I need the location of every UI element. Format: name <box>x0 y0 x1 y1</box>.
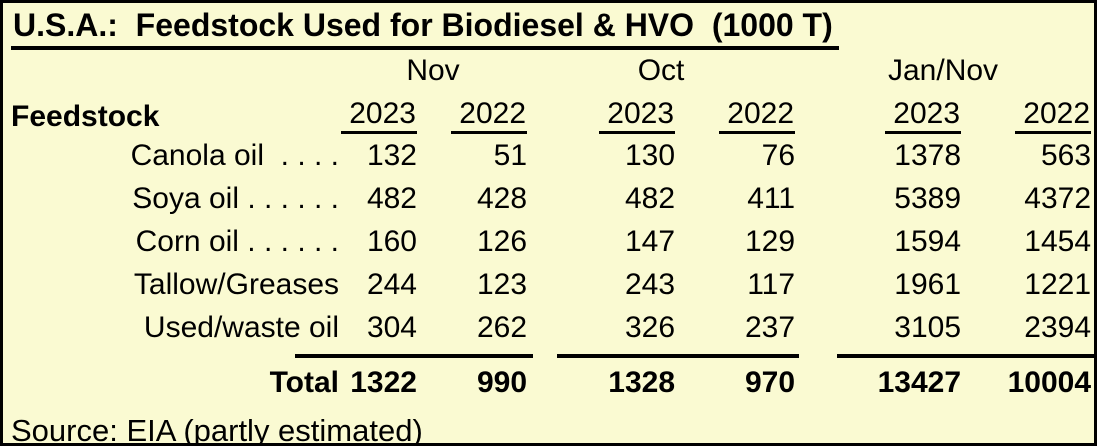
cell: 262 <box>476 310 528 344</box>
year-header-row: Feedstock 2023 2022 2023 2022 2023 2022 <box>11 90 1092 135</box>
total-cell: 1328 <box>608 366 676 400</box>
year-header: 2022 <box>719 98 796 135</box>
cell: 428 <box>476 181 528 215</box>
cell: 244 <box>366 267 417 301</box>
total-cell: 970 <box>744 366 796 400</box>
cell: 243 <box>624 267 676 301</box>
table-row-used-waste-oil: Used/waste oil 304 262 326 237 3105 2394 <box>11 306 1091 349</box>
sum-rule-cell-oct <box>527 349 800 362</box>
page-title: U.S.A.: Feedstock Used for Biodiesel & H… <box>11 7 839 51</box>
row-label: Soya oil . . . . . . <box>132 181 339 215</box>
cell: 482 <box>624 181 676 215</box>
cell: 132 <box>366 138 417 172</box>
total-cell: 1322 <box>350 366 417 400</box>
total-label: Total <box>269 366 339 400</box>
row-label: Corn oil . . . . . . <box>135 224 339 258</box>
cell: 51 <box>493 138 528 172</box>
table-row-tallow-greases: Tallow/Greases 244 123 243 117 1961 1221 <box>11 263 1091 306</box>
sum-rule-line <box>837 353 1094 358</box>
cell: 482 <box>366 181 417 215</box>
title-wrap: U.S.A.: Feedstock Used for Biodiesel & H… <box>11 7 1094 51</box>
cell: 304 <box>366 310 417 344</box>
cell: 123 <box>476 267 528 301</box>
year-header: 2023 <box>341 98 417 135</box>
sum-rule-line <box>557 353 800 358</box>
year-header-cell: 2022 <box>417 90 528 135</box>
sum-rule-line <box>295 353 534 358</box>
cell: 117 <box>747 267 796 301</box>
cell: 563 <box>1040 138 1092 172</box>
cell: 2394 <box>1024 310 1092 344</box>
feedstock-table: Nov Oct Jan/Nov Feedstock 2023 2022 2023… <box>11 52 1094 404</box>
sum-rule-cell-nov <box>295 349 534 362</box>
year-header-cell: 2023 <box>527 90 676 135</box>
cell: 76 <box>761 138 796 172</box>
cell: 411 <box>747 181 796 215</box>
cell: 129 <box>744 224 796 258</box>
group-header-nov: Nov <box>406 54 460 88</box>
total-cell: 13427 <box>877 366 962 400</box>
year-header-cell: 2022 <box>675 90 796 135</box>
cell: 160 <box>366 224 417 258</box>
year-header-cell: 2022 <box>961 90 1092 135</box>
column-group-header-row: Nov Oct Jan/Nov <box>11 52 1091 90</box>
row-label: Used/waste oil <box>143 310 339 344</box>
cell: 126 <box>476 224 528 258</box>
group-header-oct: Oct <box>637 54 685 88</box>
year-header-cell: 2023 <box>339 90 417 135</box>
table-row-soya-oil: Soya oil . . . . . . 482 428 482 411 538… <box>11 177 1091 220</box>
cell: 5389 <box>894 181 962 215</box>
table-row-total: Total 1322 990 1328 970 13427 10004 <box>11 362 1091 404</box>
table-row-corn-oil: Corn oil . . . . . . 160 126 147 129 159… <box>11 220 1091 263</box>
cell: 1961 <box>894 267 962 301</box>
cell: 326 <box>624 310 676 344</box>
source-note: Source: EIA (partly estimated) <box>11 413 423 446</box>
cell: 1378 <box>894 138 962 172</box>
sum-rule-cell-jan-nov <box>795 349 1094 362</box>
table-row-canola-oil: Canola oil . . . . 132 51 130 76 1378 56… <box>11 134 1091 177</box>
group-header-jan-nov: Jan/Nov <box>888 54 999 88</box>
cell: 1594 <box>894 224 962 258</box>
cell: 147 <box>624 224 676 258</box>
year-header: 2023 <box>885 98 962 135</box>
cell: 3105 <box>894 310 962 344</box>
cell: 1454 <box>1024 224 1092 258</box>
row-label: Tallow/Greases <box>133 267 339 301</box>
empty-corner-cell <box>11 52 339 90</box>
empty-cell <box>11 349 339 362</box>
cell: 1221 <box>1024 267 1092 301</box>
cell: 130 <box>624 138 676 172</box>
year-header: 2023 <box>599 98 676 135</box>
cell: 4372 <box>1024 181 1092 215</box>
cell: 237 <box>744 310 796 344</box>
row-header-feedstock: Feedstock <box>11 100 160 134</box>
total-cell: 990 <box>476 366 528 400</box>
year-header: 2022 <box>451 98 528 135</box>
year-header: 2022 <box>1015 98 1092 135</box>
row-label: Canola oil . . . . <box>130 138 339 172</box>
year-header-cell: 2023 <box>795 90 962 135</box>
total-cell: 10004 <box>1007 366 1092 400</box>
sum-rule-row <box>11 349 1094 362</box>
